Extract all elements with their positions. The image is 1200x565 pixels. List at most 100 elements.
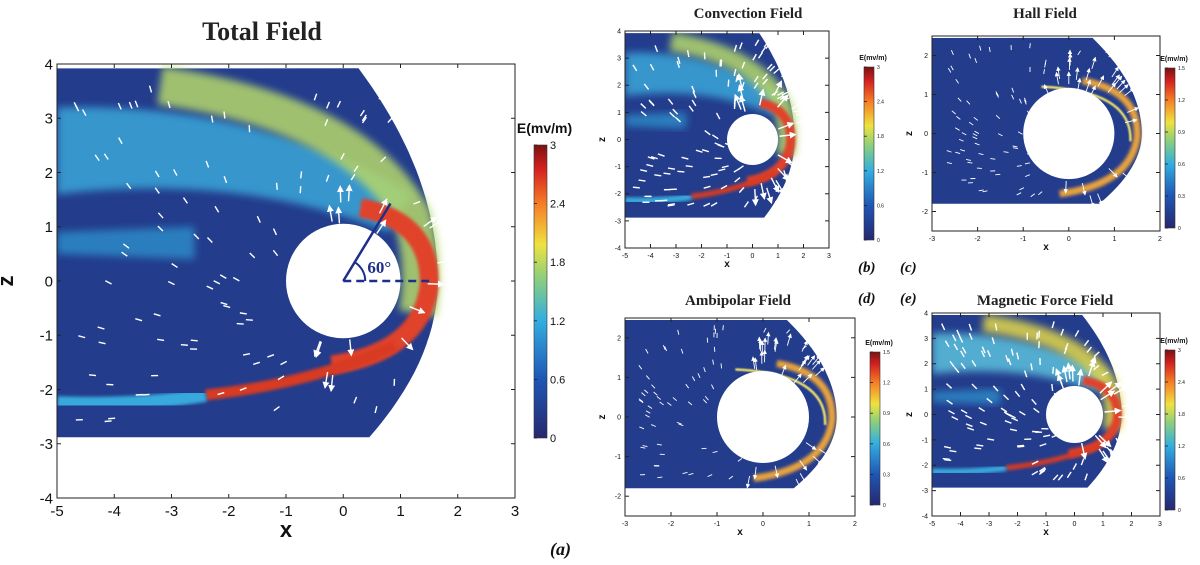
- field-vector: [400, 337, 414, 351]
- field-vector: [1085, 79, 1092, 92]
- vector-arrows: [73, 76, 474, 423]
- y-tick-label: 1: [617, 375, 621, 382]
- field-vector: [703, 367, 706, 373]
- field-vector: [1054, 71, 1060, 85]
- y-tick-label: -1: [922, 437, 928, 444]
- field-vector: [781, 91, 789, 96]
- field-map-a: [57, 66, 474, 438]
- field-vector: [812, 455, 823, 465]
- panel-letter-b: (b): [858, 260, 876, 276]
- field-vector: [1031, 398, 1037, 406]
- x-tick-label: -2: [698, 253, 704, 260]
- field-vector: [954, 127, 960, 131]
- field-vector: [986, 350, 992, 357]
- field-vector: [465, 271, 473, 276]
- field-vector: [1016, 165, 1022, 167]
- field-vector: [647, 156, 655, 160]
- x-tick-label: 3: [511, 503, 519, 520]
- field-vector: [650, 155, 658, 160]
- field-vector: [1094, 435, 1107, 449]
- field-vector: [988, 46, 991, 52]
- y-tick-label: 0: [617, 414, 621, 421]
- field-vector: [1104, 407, 1122, 415]
- field-vector: [784, 174, 788, 182]
- colorbar-tick-label: 0.6: [550, 374, 565, 386]
- x-tick-label: 2: [802, 253, 806, 260]
- field-vector: [778, 122, 795, 130]
- field-vector: [967, 427, 975, 431]
- field-vector: [946, 399, 953, 405]
- field-vector: [1119, 185, 1128, 196]
- x-tick-label: 1: [396, 503, 404, 520]
- field-vector: [774, 200, 777, 209]
- field-vector: [702, 399, 708, 404]
- field-vector: [780, 364, 787, 377]
- x-tick-label: -2: [1014, 521, 1020, 528]
- field-vector: [799, 154, 806, 161]
- field-vector: [773, 68, 780, 75]
- field-vector: [1005, 355, 1009, 363]
- field-vector: [117, 102, 122, 110]
- field-vector: [638, 399, 644, 404]
- obstacle-disk: [727, 114, 778, 165]
- field-vector: [409, 306, 426, 314]
- field-vector: [766, 63, 773, 70]
- field-vector: [645, 375, 650, 380]
- field-vector: [345, 184, 353, 202]
- field-vector: [438, 346, 443, 354]
- field-vector: [1061, 365, 1069, 383]
- field-vector: [703, 185, 711, 189]
- x-tick-label: -5: [622, 253, 628, 260]
- field-vector: [754, 39, 760, 47]
- x-tick-label: -5: [929, 521, 935, 528]
- field-vector: [462, 76, 470, 82]
- field-vector: [407, 78, 414, 85]
- y-tick-label: 2: [924, 361, 928, 368]
- y-tick-label: 2: [924, 53, 928, 60]
- field-vector: [273, 405, 280, 412]
- x-tick-label: 3: [827, 253, 831, 260]
- field-vector: [691, 85, 696, 93]
- field-vector: [944, 340, 950, 348]
- field-vector: [681, 156, 689, 160]
- colorbar-tick-label: 0: [1178, 226, 1181, 232]
- field-vector: [1118, 414, 1136, 422]
- field-vector: [324, 118, 329, 126]
- field-vector: [220, 301, 228, 306]
- colorbar-tick-label: 3: [1178, 348, 1181, 354]
- colorbar: [1164, 67, 1176, 229]
- field-vector: [94, 154, 100, 162]
- field-vector: [1116, 79, 1126, 90]
- field-vector: [1114, 324, 1121, 330]
- field-vector: [232, 276, 240, 282]
- field-vector: [947, 67, 952, 73]
- field-vector: [808, 477, 817, 489]
- x-tick-label: 0: [339, 503, 347, 520]
- field-vector: [687, 202, 695, 206]
- x-tick-label: 0: [751, 253, 755, 260]
- field-vector: [1115, 469, 1118, 477]
- field-vector: [1093, 364, 1100, 371]
- field-map-e: [932, 314, 1143, 488]
- field-vector: [173, 169, 178, 176]
- colorbar-tick-label: 1.2: [550, 316, 565, 328]
- y-tick-label: -2: [922, 209, 928, 216]
- field-vector: [640, 103, 647, 109]
- y-tick-label: -3: [40, 436, 53, 453]
- field-vector: [1060, 328, 1065, 336]
- field-vector: [427, 339, 442, 351]
- field-vector: [667, 167, 676, 170]
- x-tick-label: -3: [986, 521, 992, 528]
- tail-band: [932, 389, 1001, 405]
- field-vector: [766, 331, 771, 345]
- field-vector: [711, 384, 715, 390]
- field-vector: [676, 60, 681, 69]
- field-vector: [779, 53, 786, 60]
- x-tick-label: -1: [1020, 236, 1026, 243]
- field-vector: [427, 280, 445, 288]
- colorbar-tick-label: 0.3: [1178, 194, 1185, 200]
- field-vector: [1122, 321, 1130, 327]
- field-vector: [642, 445, 648, 448]
- field-vector: [322, 371, 330, 389]
- field-vector: [659, 401, 664, 406]
